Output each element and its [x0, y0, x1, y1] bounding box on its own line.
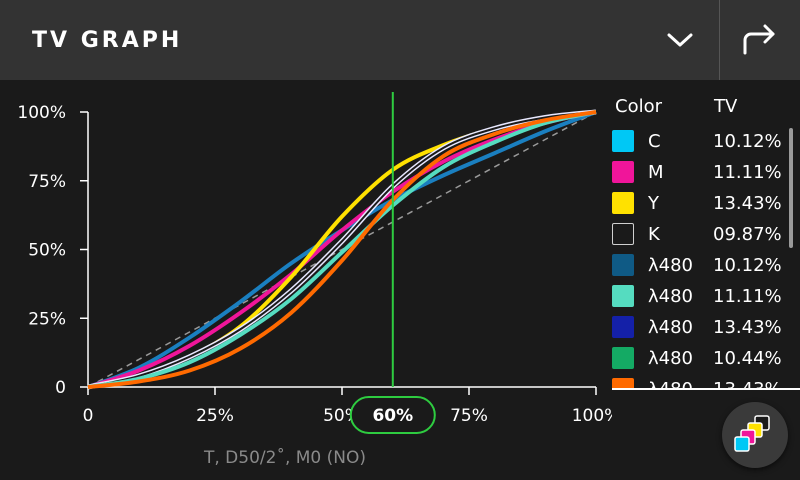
ink-drops-icon — [734, 415, 770, 452]
legend-swatch — [612, 223, 634, 245]
y-tick-label: 25% — [28, 309, 66, 329]
legend-list[interactable]: C 10.12% M 11.11% Y 13.43% K 09.87% λ480 10.12% λ4… — [612, 126, 792, 388]
reference-line — [87, 111, 597, 388]
x-tick-label: 75% — [450, 406, 488, 426]
x-tick-label: 100% — [572, 406, 612, 426]
legend-tv-value: 10.12% — [713, 254, 782, 276]
legend-swatch — [612, 316, 634, 338]
legend-row[interactable]: λ480 13.43% — [612, 312, 792, 342]
legend-color-label: K — [648, 223, 660, 245]
legend-tv-value: 11.11% — [713, 161, 782, 183]
legend-tv-value: 13.43% — [713, 316, 782, 338]
chevron-down-icon — [667, 33, 692, 47]
legend-row[interactable]: λ480 13.43% — [612, 374, 792, 388]
dropdown-button[interactable] — [640, 0, 719, 80]
legend-color-label: Y — [648, 192, 659, 214]
legend-tv-value: 11.11% — [713, 285, 782, 307]
x-tick-label: 0 — [83, 406, 94, 426]
y-tick-label: 0 — [55, 378, 66, 398]
x-tick-label: 25% — [196, 406, 234, 426]
series-line — [87, 111, 597, 388]
legend-tv-value: 13.43% — [713, 379, 782, 389]
legend-swatch — [612, 130, 634, 152]
legend-swatch — [612, 254, 634, 276]
legend-row[interactable]: C 10.12% — [612, 126, 792, 156]
app-header: TV GRAPH — [0, 0, 800, 80]
legend-swatch — [612, 285, 634, 307]
legend-swatch — [612, 161, 634, 183]
legend-header-color: Color — [615, 96, 662, 117]
page-title: TV GRAPH — [32, 28, 183, 53]
legend-row[interactable]: λ480 10.12% — [612, 250, 792, 280]
series-line — [87, 110, 597, 389]
share-forward-icon — [743, 24, 775, 55]
legend-scrollbar[interactable] — [789, 128, 793, 248]
legend-swatch — [612, 192, 634, 214]
share-button[interactable] — [720, 0, 800, 80]
legend-swatch — [612, 347, 634, 369]
series-line — [87, 110, 597, 389]
y-tick-label: 50% — [28, 241, 66, 261]
y-tick-label: 100% — [17, 103, 66, 123]
y-tick-label: 75% — [28, 172, 66, 192]
legend-tv-value: 10.44% — [713, 347, 782, 369]
legend-header-tv: TV — [714, 96, 738, 117]
legend-tv-value: 13.43% — [713, 192, 782, 214]
legend-row[interactable]: M 11.11% — [612, 157, 792, 187]
legend-color-label: λ480 — [648, 254, 694, 276]
legend-row[interactable]: K 09.87% — [612, 219, 792, 249]
cursor-value-pill[interactable] — [349, 396, 436, 434]
legend-color-label: λ480 — [648, 316, 694, 338]
legend-row[interactable]: λ480 10.44% — [612, 343, 792, 373]
tv-graph-chart[interactable]: 025%50%75%100%025%50%75%100%60% — [0, 80, 612, 480]
legend-row[interactable]: Y 13.43% — [612, 188, 792, 218]
header-divider — [719, 0, 720, 80]
legend-color-label: λ480 — [648, 379, 693, 389]
legend-color-label: λ480 — [648, 285, 694, 307]
ink-selector-button[interactable] — [722, 402, 788, 468]
legend-tv-value: 10.12% — [713, 130, 782, 152]
legend-row[interactable]: λ480 11.11% — [612, 281, 792, 311]
legend-color-label: λ480 — [648, 347, 694, 369]
axis-caption: T, D50/2˚, M0 (NO) — [203, 448, 366, 468]
legend-color-label: M — [648, 161, 664, 183]
legend-color-label: C — [648, 130, 661, 152]
legend-tv-value: 09.87% — [713, 223, 782, 245]
legend-divider — [612, 388, 800, 390]
cursor-value-label: 60% — [372, 406, 413, 426]
legend-swatch — [612, 378, 634, 388]
